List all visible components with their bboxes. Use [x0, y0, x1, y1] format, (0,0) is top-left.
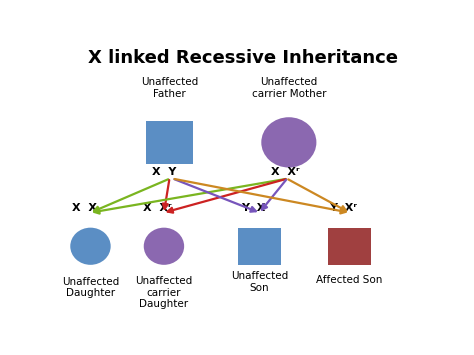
Text: Unaffected
carrier Mother: Unaffected carrier Mother [252, 77, 326, 99]
Bar [328, 228, 371, 265]
Text: X  Xʳ: X Xʳ [144, 203, 172, 213]
Text: Affected Son: Affected Son [316, 274, 383, 284]
Text: Y  Xʳ: Y Xʳ [329, 203, 357, 213]
Ellipse shape [70, 228, 110, 265]
Text: X linked Recessive Inheritance: X linked Recessive Inheritance [88, 49, 398, 67]
Text: Unaffected
Son: Unaffected Son [231, 271, 288, 293]
Text: Unaffected
Daughter: Unaffected Daughter [62, 277, 119, 298]
Text: X  Xʳ: X Xʳ [271, 166, 300, 176]
Bar [146, 121, 193, 164]
Bar [238, 228, 281, 265]
Text: Y  X: Y X [241, 203, 265, 213]
Text: X  X: X X [72, 203, 97, 213]
Ellipse shape [144, 228, 184, 265]
Text: X  Y: X Y [152, 166, 176, 176]
Ellipse shape [261, 117, 316, 168]
Text: Unaffected
carrier
Daughter: Unaffected carrier Daughter [135, 276, 192, 309]
Text: Unaffected
Father: Unaffected Father [141, 77, 198, 99]
